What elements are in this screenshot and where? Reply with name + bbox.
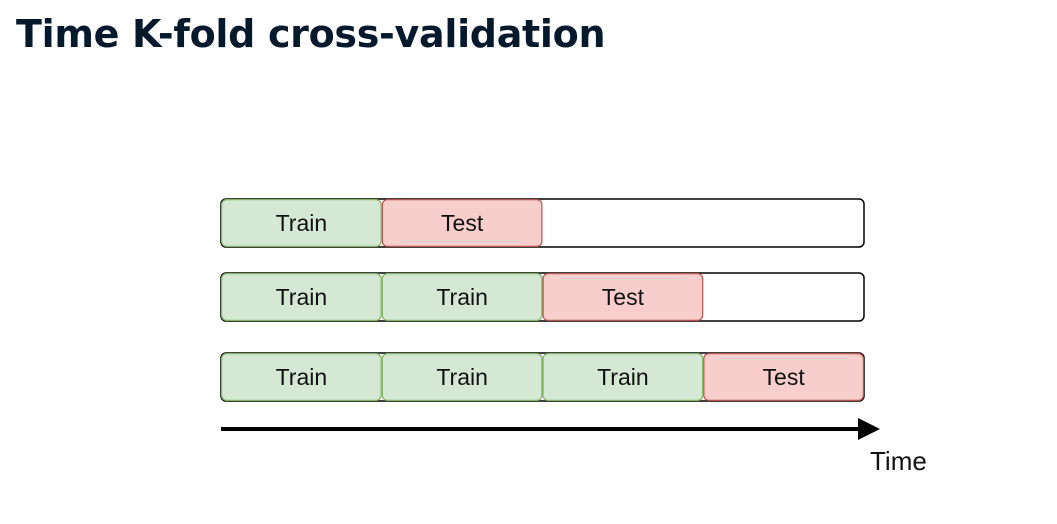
train-segment-box <box>221 199 382 248</box>
train-segment: Train <box>381 353 543 402</box>
train-segment-label: Train <box>597 364 649 390</box>
fold-row-1: Train Test <box>220 198 865 248</box>
test-segment: Test <box>703 353 864 402</box>
slide-title: Time K-fold cross-validation <box>16 12 606 56</box>
train-segment-label: Train <box>276 210 328 236</box>
folds-layer: Train Test Train Train Test Train Train Train Te… <box>220 198 865 402</box>
train-segment: Train <box>381 273 543 322</box>
fold-row-3: Train Train Train Test <box>220 352 865 402</box>
test-segment-label: Test <box>763 364 806 390</box>
train-segment: Train <box>542 353 704 402</box>
train-segment-box <box>381 353 543 402</box>
test-segment-box <box>381 199 543 248</box>
test-segment-box <box>542 273 704 322</box>
train-segment-box <box>381 273 543 322</box>
train-segment: Train <box>221 273 382 322</box>
train-segment: Train <box>221 353 382 402</box>
test-segment: Test <box>542 273 704 322</box>
train-segment-label: Train <box>436 284 488 310</box>
fold-row-2: Train Train Test <box>220 272 865 322</box>
time-axis-arrowhead <box>858 418 880 440</box>
train-segment-box <box>221 273 382 322</box>
time-axis-label: Time <box>870 446 927 476</box>
train-segment-label: Train <box>276 364 328 390</box>
train-segment: Train <box>221 199 382 248</box>
train-segment-box <box>542 353 704 402</box>
train-segment-box <box>221 353 382 402</box>
test-segment-label: Test <box>441 210 484 236</box>
train-segment-label: Train <box>276 284 328 310</box>
test-segment-label: Test <box>602 284 645 310</box>
test-segment: Test <box>381 199 543 248</box>
time-axis: Time <box>221 418 927 476</box>
test-segment-box <box>703 353 864 402</box>
train-segment-label: Train <box>436 364 488 390</box>
